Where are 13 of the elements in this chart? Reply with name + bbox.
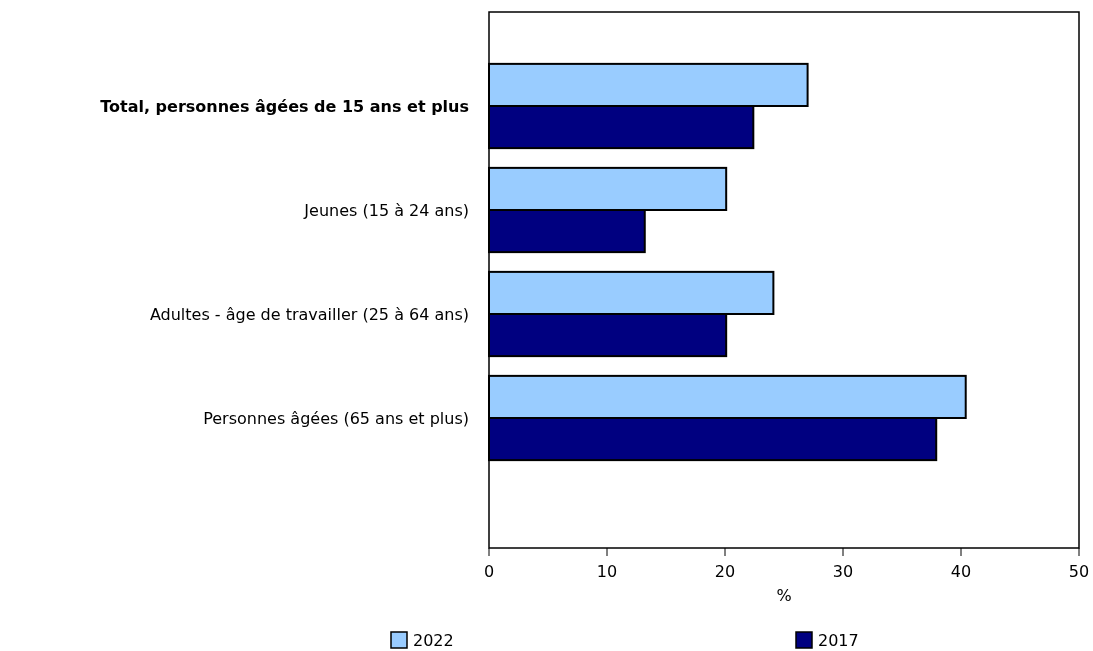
y-tick-label: Jeunes (15 à 24 ans) [303,201,469,220]
y-tick-label: Adultes - âge de travailler (25 à 64 ans) [149,305,469,324]
legend-label: 2022 [413,631,454,650]
y-tick-label: Total, personnes âgées de 15 ans et plus [100,97,469,116]
x-axis-title: % [776,586,792,605]
x-tick-label: 30 [832,562,854,581]
x-tick-label: 0 [483,562,495,581]
x-tick-label: 20 [714,562,736,581]
x-tick-label: 10 [596,562,618,581]
x-tick-label: 40 [950,562,972,581]
legend-label: 2017 [818,631,859,650]
x-tick-label: 50 [1068,562,1090,581]
y-tick-label: Personnes âgées (65 ans et plus) [203,409,469,428]
